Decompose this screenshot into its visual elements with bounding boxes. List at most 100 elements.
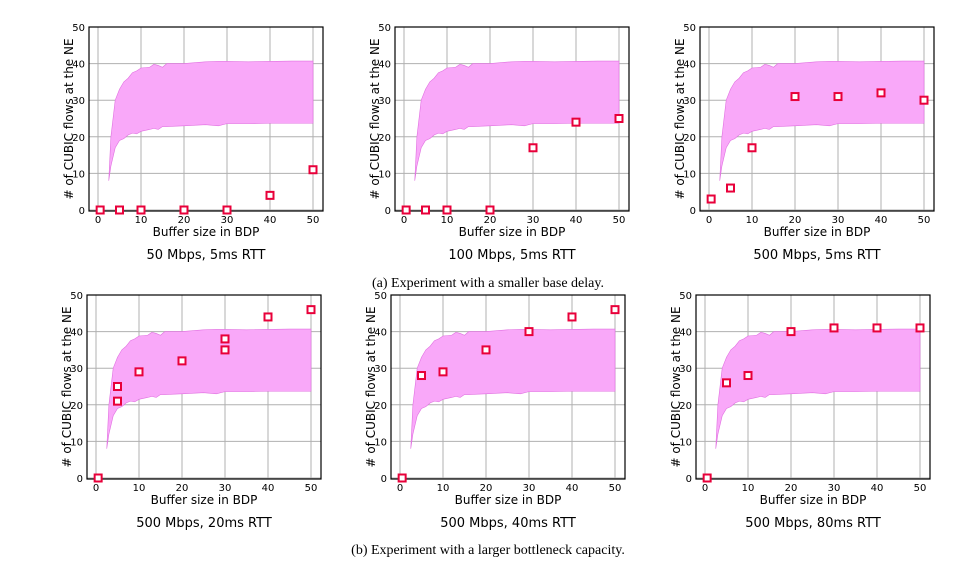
y-tick-label: 10 [679,437,692,448]
data-point [524,327,534,337]
shaded-band [410,328,616,449]
subplot-1: 0 10 20 30 40 50 0 10 20 30 40 50 Buffer size in BDP… [62,23,324,263]
y-tick-label: 20 [683,133,696,144]
y-tick-label: 50 [683,23,696,34]
y-tick-label: 30 [374,364,387,375]
x-tick-label: 30 [832,215,845,226]
y-tick-label: 10 [378,169,391,180]
x-tick-label: 20 [480,483,493,494]
x-tick-label: 20 [785,483,798,494]
x-tick-label: 40 [875,215,888,226]
data-point [113,396,122,406]
y-tick-label: 50 [72,23,85,34]
x-tick-label: 0 [95,215,101,226]
x-tick-label: 10 [135,215,148,226]
x-tick-label: 40 [566,483,579,494]
x-tick-label: 40 [570,215,583,226]
x-tick-label: 40 [262,483,275,494]
x-tick-label: 50 [613,215,626,226]
data-point [222,205,232,215]
x-axis-label: Buffer size in BDP [455,493,562,507]
subplot-5: 0 10 20 30 40 50 0 10 20 30 40 50 Buffer size in BDP… [364,291,626,531]
x-axis-label: Buffer size in BDP [151,493,258,507]
data-point [485,205,495,215]
y-tick-label: 40 [683,60,696,71]
subplot-4: 0 10 20 30 40 50 0 10 20 30 40 50 Buffer size in BDP… [60,291,322,531]
x-tick-label: 10 [746,215,759,226]
subplot-title: 500 Mbps, 40ms RTT [440,516,576,531]
data-point [442,205,452,215]
data-point [706,194,716,204]
data-point [528,143,538,153]
x-tick-label: 50 [305,483,318,494]
y-tick-label: 20 [679,401,692,412]
x-tick-label: 50 [307,215,320,226]
data-point [726,183,735,193]
data-point [614,114,624,123]
plot-frame [699,26,935,212]
data-point [93,473,103,483]
x-tick-label: 0 [93,483,99,494]
y-tick-label: 10 [683,169,696,180]
x-tick-label: 0 [706,215,712,226]
data-point [481,345,491,355]
x-tick-label: 0 [397,483,403,494]
x-tick-label: 0 [702,483,708,494]
data-point [438,367,448,377]
data-point [743,371,753,381]
subplot-title: 500 Mbps, 80ms RTT [745,516,881,531]
y-tick-label: 30 [70,364,83,375]
x-axis-label: Buffer size in BDP [153,225,260,239]
x-tick-label: 10 [133,483,146,494]
y-tick-label: 30 [72,96,85,107]
y-tick-label: 40 [70,328,83,339]
y-tick-label: 50 [70,291,83,302]
subplot-title: 100 Mbps, 5ms RTT [448,248,575,263]
y-tick-label: 40 [72,60,85,71]
y-axis-label: # of CUBIC flows at the NE [60,306,74,467]
data-point [417,371,426,381]
x-axis-label: Buffer size in BDP [764,225,871,239]
x-axis-label: Buffer size in BDP [760,493,867,507]
data-point [265,190,275,200]
x-tick-label: 20 [178,215,191,226]
y-tick-label: 10 [72,169,85,180]
y-tick-label: 30 [378,96,391,107]
plot-frame [390,294,626,480]
x-tick-label: 10 [441,215,454,226]
x-axis-label: Buffer size in BDP [459,225,566,239]
caption-a: (a) Experiment with a smaller base delay… [372,276,604,291]
y-tick-label: 0 [686,474,692,485]
y-tick-label: 20 [72,133,85,144]
data-point [571,117,581,127]
shaded-band [715,328,921,449]
data-point [306,305,316,315]
data-point [876,88,886,98]
shaded-band [108,60,314,181]
data-point [833,92,843,102]
x-tick-label: 30 [221,215,234,226]
data-point [829,323,839,333]
data-point [610,305,620,315]
y-tick-label: 10 [374,437,387,448]
shaded-band [106,328,312,449]
subplot-title: 500 Mbps, 20ms RTT [136,516,272,531]
y-tick-label: 40 [679,328,692,339]
plot-frame [88,26,324,212]
data-point [179,205,189,215]
data-point [747,143,757,153]
data-point [397,473,407,483]
subplot-2: 0 10 20 30 40 50 0 10 20 30 40 50 Buffer size in BDP… [368,23,630,263]
y-tick-label: 0 [77,474,83,485]
x-tick-label: 30 [219,483,232,494]
y-axis-label: # of CUBIC flows at the NE [673,38,687,199]
y-tick-label: 0 [690,206,696,217]
subplot-title: 500 Mbps, 5ms RTT [753,248,880,263]
data-point [95,205,105,215]
data-point [115,205,124,215]
y-tick-label: 0 [381,474,387,485]
data-point [113,382,122,391]
x-tick-label: 20 [484,215,497,226]
x-tick-label: 10 [437,483,450,494]
shaded-band [414,60,620,181]
